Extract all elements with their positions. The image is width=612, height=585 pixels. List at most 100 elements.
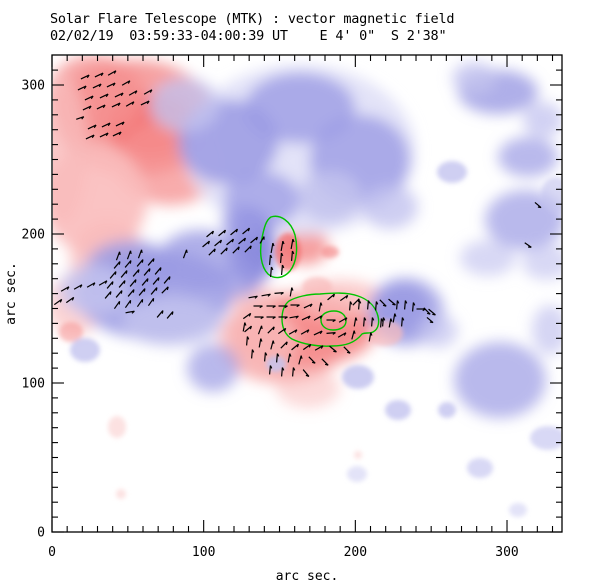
positive-flux-blob (302, 277, 332, 297)
vector-segment (112, 131, 122, 137)
vector-head (168, 276, 171, 280)
vector-head (260, 338, 263, 342)
positive-flux-blob (276, 368, 340, 408)
vector-head (357, 298, 360, 303)
vector-head (272, 305, 276, 309)
vector-head (292, 238, 295, 243)
vector-segment (276, 353, 278, 363)
vector-head (141, 259, 144, 263)
figure-title: Solar Flare Telescope (MTK) : vector mag… (50, 11, 455, 27)
vector-segment (87, 124, 97, 130)
negative-flux-blob (418, 314, 458, 348)
positive-flux-blob (367, 320, 403, 346)
vector-head (396, 300, 400, 304)
vector-head (320, 345, 324, 349)
vector-head (280, 292, 284, 295)
y-tick-label: 300 (22, 79, 45, 94)
vector-segment (524, 242, 532, 248)
vector-segment (258, 338, 262, 348)
vector-segment (388, 318, 392, 328)
vector-head (120, 290, 123, 294)
vector-head (319, 330, 323, 335)
vector-segment (120, 270, 128, 278)
vector-head (83, 85, 87, 90)
vector-head (146, 100, 150, 105)
vector-head (81, 116, 85, 120)
negative-flux-blob (438, 402, 456, 418)
vector-segment (82, 105, 92, 111)
vector-segment (98, 280, 108, 286)
vector-segment (65, 296, 75, 304)
vector-head (294, 329, 298, 333)
vector-head (367, 300, 371, 304)
vector-head (118, 261, 121, 265)
vector-segment (248, 295, 258, 299)
vector-head (123, 280, 126, 284)
vector-head (104, 280, 108, 284)
vector-head (132, 289, 135, 293)
positive-flux-blob (59, 322, 83, 342)
vector-head (296, 304, 300, 308)
vector-head (343, 332, 347, 336)
vector-head (59, 299, 63, 303)
x-tick-label: 100 (192, 545, 215, 560)
negative-flux-blob (245, 73, 355, 143)
vector-head (249, 245, 252, 250)
vector-segment (289, 315, 299, 319)
vector-head (134, 90, 138, 94)
vector-segment (269, 266, 273, 278)
vector-segment (367, 300, 369, 310)
vector-segment (140, 100, 150, 106)
vector-segment (412, 302, 414, 312)
vector-head (390, 318, 393, 322)
vector-segment (121, 80, 131, 86)
vector-head (332, 332, 336, 335)
vector-segment (290, 250, 294, 262)
vector-segment (111, 102, 121, 108)
vector-head (213, 248, 216, 253)
negative-flux-blob (347, 466, 367, 482)
vector-head (282, 240, 285, 245)
vector-head (112, 82, 116, 87)
vector-segment (244, 325, 252, 333)
vector-head (247, 227, 251, 232)
vector-segment (396, 300, 398, 310)
vector-segment (138, 288, 146, 296)
vector-head (207, 240, 211, 245)
vector-segment (53, 298, 63, 306)
vector-segment (99, 132, 109, 138)
negative-flux-blob (530, 426, 561, 450)
vector-head (308, 344, 312, 348)
figure-subtitle: 02/02/19 03:59:33-04:00:39 UT E 4' 0" S … (50, 28, 447, 44)
vector-head (79, 284, 83, 288)
vector-segment (318, 302, 322, 312)
vector-head (231, 238, 235, 243)
vector-head (332, 319, 336, 323)
vector-head (292, 367, 296, 371)
vector-segment (353, 317, 357, 327)
vector-segment (363, 317, 365, 327)
vector-segment (351, 330, 355, 340)
vector-segment (99, 93, 109, 99)
vector-head (211, 230, 215, 235)
vector-head (289, 353, 292, 357)
vector-group-mid-blue-northeast (182, 227, 259, 259)
vector-segment (401, 317, 403, 327)
vector-head (251, 349, 255, 353)
vector-head (146, 278, 149, 282)
vector-segment (96, 104, 106, 110)
vector-segment (101, 122, 111, 128)
vector-segment (277, 327, 287, 335)
vector-head (272, 326, 275, 331)
vector-segment (147, 258, 155, 266)
vector-segment (147, 297, 155, 307)
vector-segment (238, 237, 246, 245)
vector-segment (106, 82, 116, 88)
vector-segment (352, 298, 360, 306)
vector-head (246, 336, 250, 340)
vector-segment (264, 352, 266, 362)
positive-flux-blob (116, 489, 126, 499)
vector-head (86, 74, 90, 79)
vector-head (370, 332, 373, 336)
vector-head (166, 286, 169, 291)
